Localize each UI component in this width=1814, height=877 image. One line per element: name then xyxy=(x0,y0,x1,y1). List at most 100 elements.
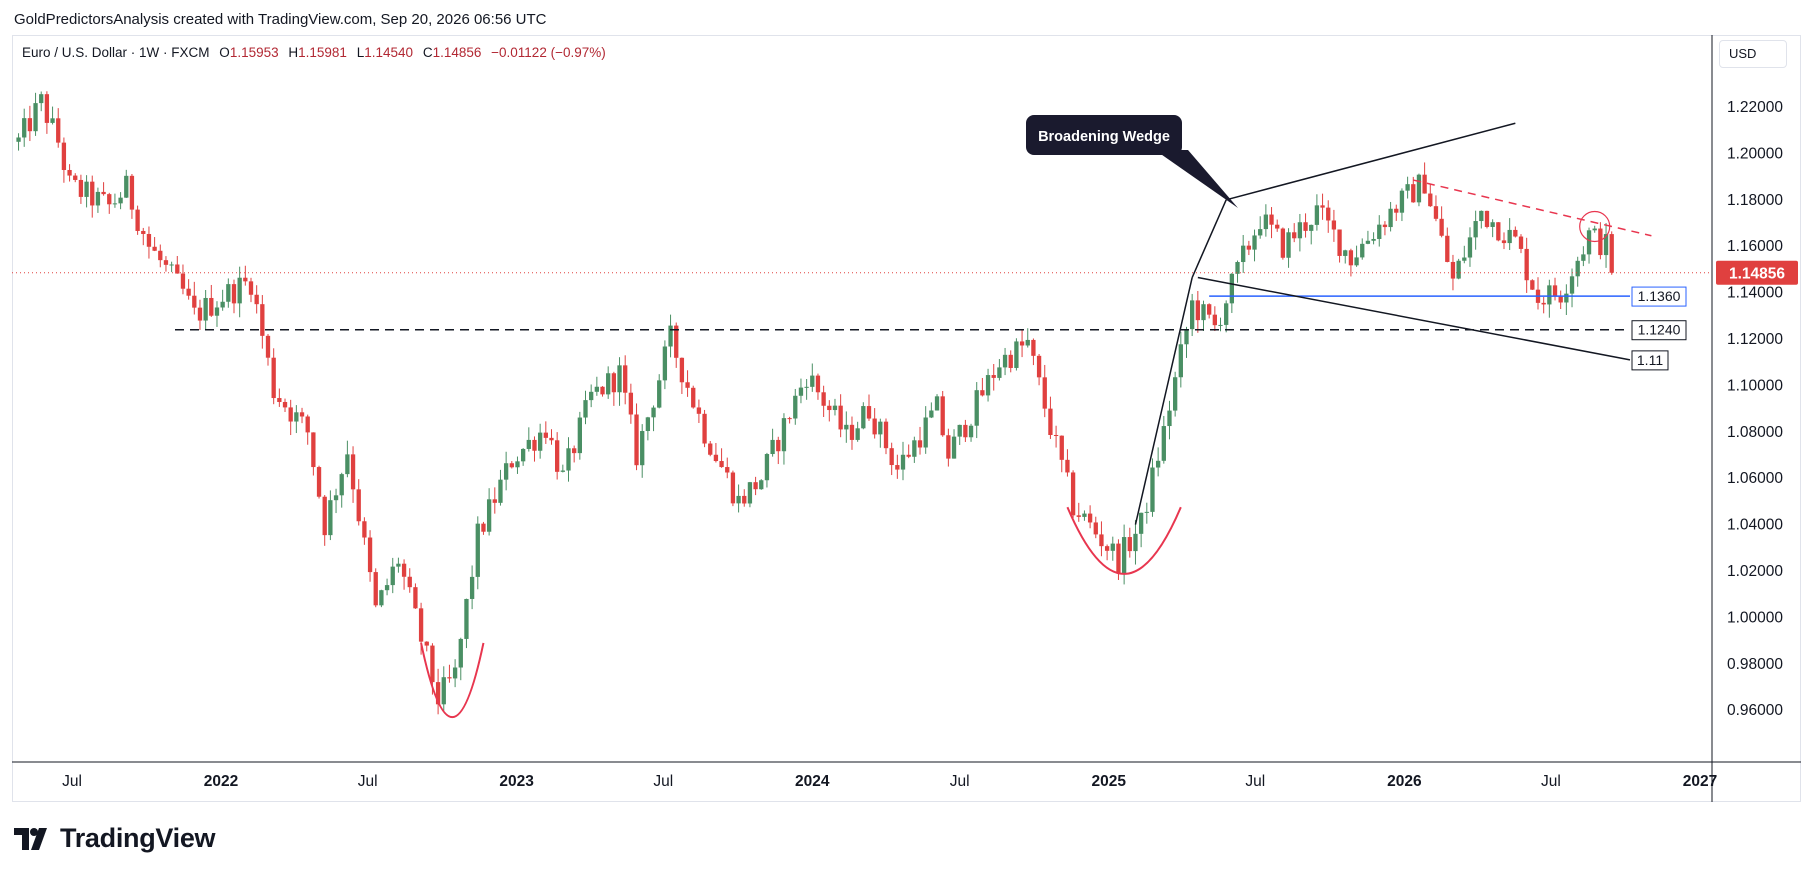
candle-body xyxy=(1076,515,1081,517)
candle xyxy=(878,418,883,448)
candle-body xyxy=(396,563,401,567)
candle-body xyxy=(1008,354,1013,368)
candle xyxy=(78,174,84,204)
candle xyxy=(1082,510,1087,521)
candle xyxy=(203,290,208,331)
candle-body xyxy=(657,380,662,408)
candle xyxy=(1530,279,1535,291)
candle xyxy=(764,452,770,488)
candle-body xyxy=(248,281,254,295)
candle-body xyxy=(1564,293,1569,303)
candle xyxy=(651,405,656,432)
price-tick-label: 0.96000 xyxy=(1727,702,1783,719)
candle xyxy=(1445,227,1450,263)
candle-body xyxy=(452,667,458,679)
candle-body xyxy=(1547,285,1552,305)
candle xyxy=(260,295,265,349)
candle xyxy=(1569,268,1575,308)
candle xyxy=(373,568,378,608)
candle xyxy=(611,371,617,406)
resistance-dashed-line xyxy=(1413,179,1652,237)
candle xyxy=(146,226,152,259)
candle-body xyxy=(589,391,594,401)
callout-pointer xyxy=(1155,150,1238,208)
candle xyxy=(503,451,509,491)
tradingview-wordmark: TradingView xyxy=(60,823,216,853)
candle xyxy=(1456,258,1461,280)
currency-selector[interactable]: USD xyxy=(1719,40,1787,68)
candle xyxy=(214,301,220,327)
candle-body xyxy=(447,677,452,679)
symbol-info[interactable]: Euro / U.S. Dollar · 1W · FXCM xyxy=(22,45,210,60)
candle-body xyxy=(288,407,293,422)
candle-body xyxy=(1224,303,1229,325)
candle xyxy=(1025,328,1030,348)
candle xyxy=(1280,227,1286,260)
candle xyxy=(1019,330,1025,358)
candle-body xyxy=(1445,235,1450,262)
candle xyxy=(44,91,50,134)
price-tick-label: 1.18000 xyxy=(1727,192,1783,209)
candle-body xyxy=(322,496,327,536)
candle xyxy=(566,437,571,482)
candle xyxy=(231,279,237,314)
candle xyxy=(781,413,787,465)
candle xyxy=(589,384,594,408)
candle xyxy=(1065,449,1070,477)
chart-legend: Euro / U.S. Dollar · 1W · FXCM O1.15953 … xyxy=(22,45,612,60)
candle xyxy=(1286,228,1291,268)
candle xyxy=(1144,502,1149,524)
candle xyxy=(1212,306,1217,332)
candle-body xyxy=(260,304,265,336)
candle xyxy=(90,175,95,218)
candle xyxy=(1416,173,1422,207)
candle-body xyxy=(725,467,730,473)
candle xyxy=(271,348,276,405)
time-tick-label: 2027 xyxy=(1683,773,1717,790)
candle xyxy=(1552,277,1558,301)
candle-body xyxy=(1099,534,1104,547)
candle-body xyxy=(367,537,373,573)
candle xyxy=(175,256,180,274)
candle xyxy=(1138,512,1144,548)
candle-body xyxy=(1036,355,1042,378)
candle-body xyxy=(906,454,911,457)
candle xyxy=(1513,226,1518,238)
candle-body xyxy=(169,264,174,266)
candle-body xyxy=(577,417,582,454)
candle xyxy=(22,108,27,147)
candle-body xyxy=(526,439,531,449)
candle xyxy=(413,583,418,609)
candle-body xyxy=(152,246,157,251)
candle-body xyxy=(611,373,617,393)
candle xyxy=(719,448,724,468)
candle xyxy=(787,416,792,424)
candle xyxy=(560,464,565,473)
candle-body xyxy=(849,424,855,440)
low-value: 1.14540 xyxy=(364,45,414,60)
candle xyxy=(56,108,61,148)
time-tick-label: Jul xyxy=(62,773,82,790)
candle xyxy=(226,278,231,308)
candle-body xyxy=(628,392,634,415)
candle-body xyxy=(1104,546,1110,551)
candle xyxy=(1558,290,1563,310)
tradingview-logo[interactable]: TradingView xyxy=(14,823,216,854)
candle xyxy=(742,489,747,507)
open-value: 1.15953 xyxy=(229,45,279,60)
rally-trend-line xyxy=(1134,277,1193,525)
candle xyxy=(277,388,282,407)
candle-body xyxy=(708,443,713,455)
candle-body xyxy=(78,179,84,197)
candle xyxy=(1433,195,1439,222)
candle-body xyxy=(373,572,378,606)
wedge-left-edge xyxy=(1191,199,1227,278)
candle xyxy=(1309,224,1314,245)
candle-body xyxy=(1348,250,1354,266)
candle xyxy=(498,469,503,506)
candle-body xyxy=(1450,261,1456,279)
candle-body xyxy=(413,587,418,609)
candle-body xyxy=(282,401,288,408)
time-tick-label: 2023 xyxy=(499,773,534,790)
